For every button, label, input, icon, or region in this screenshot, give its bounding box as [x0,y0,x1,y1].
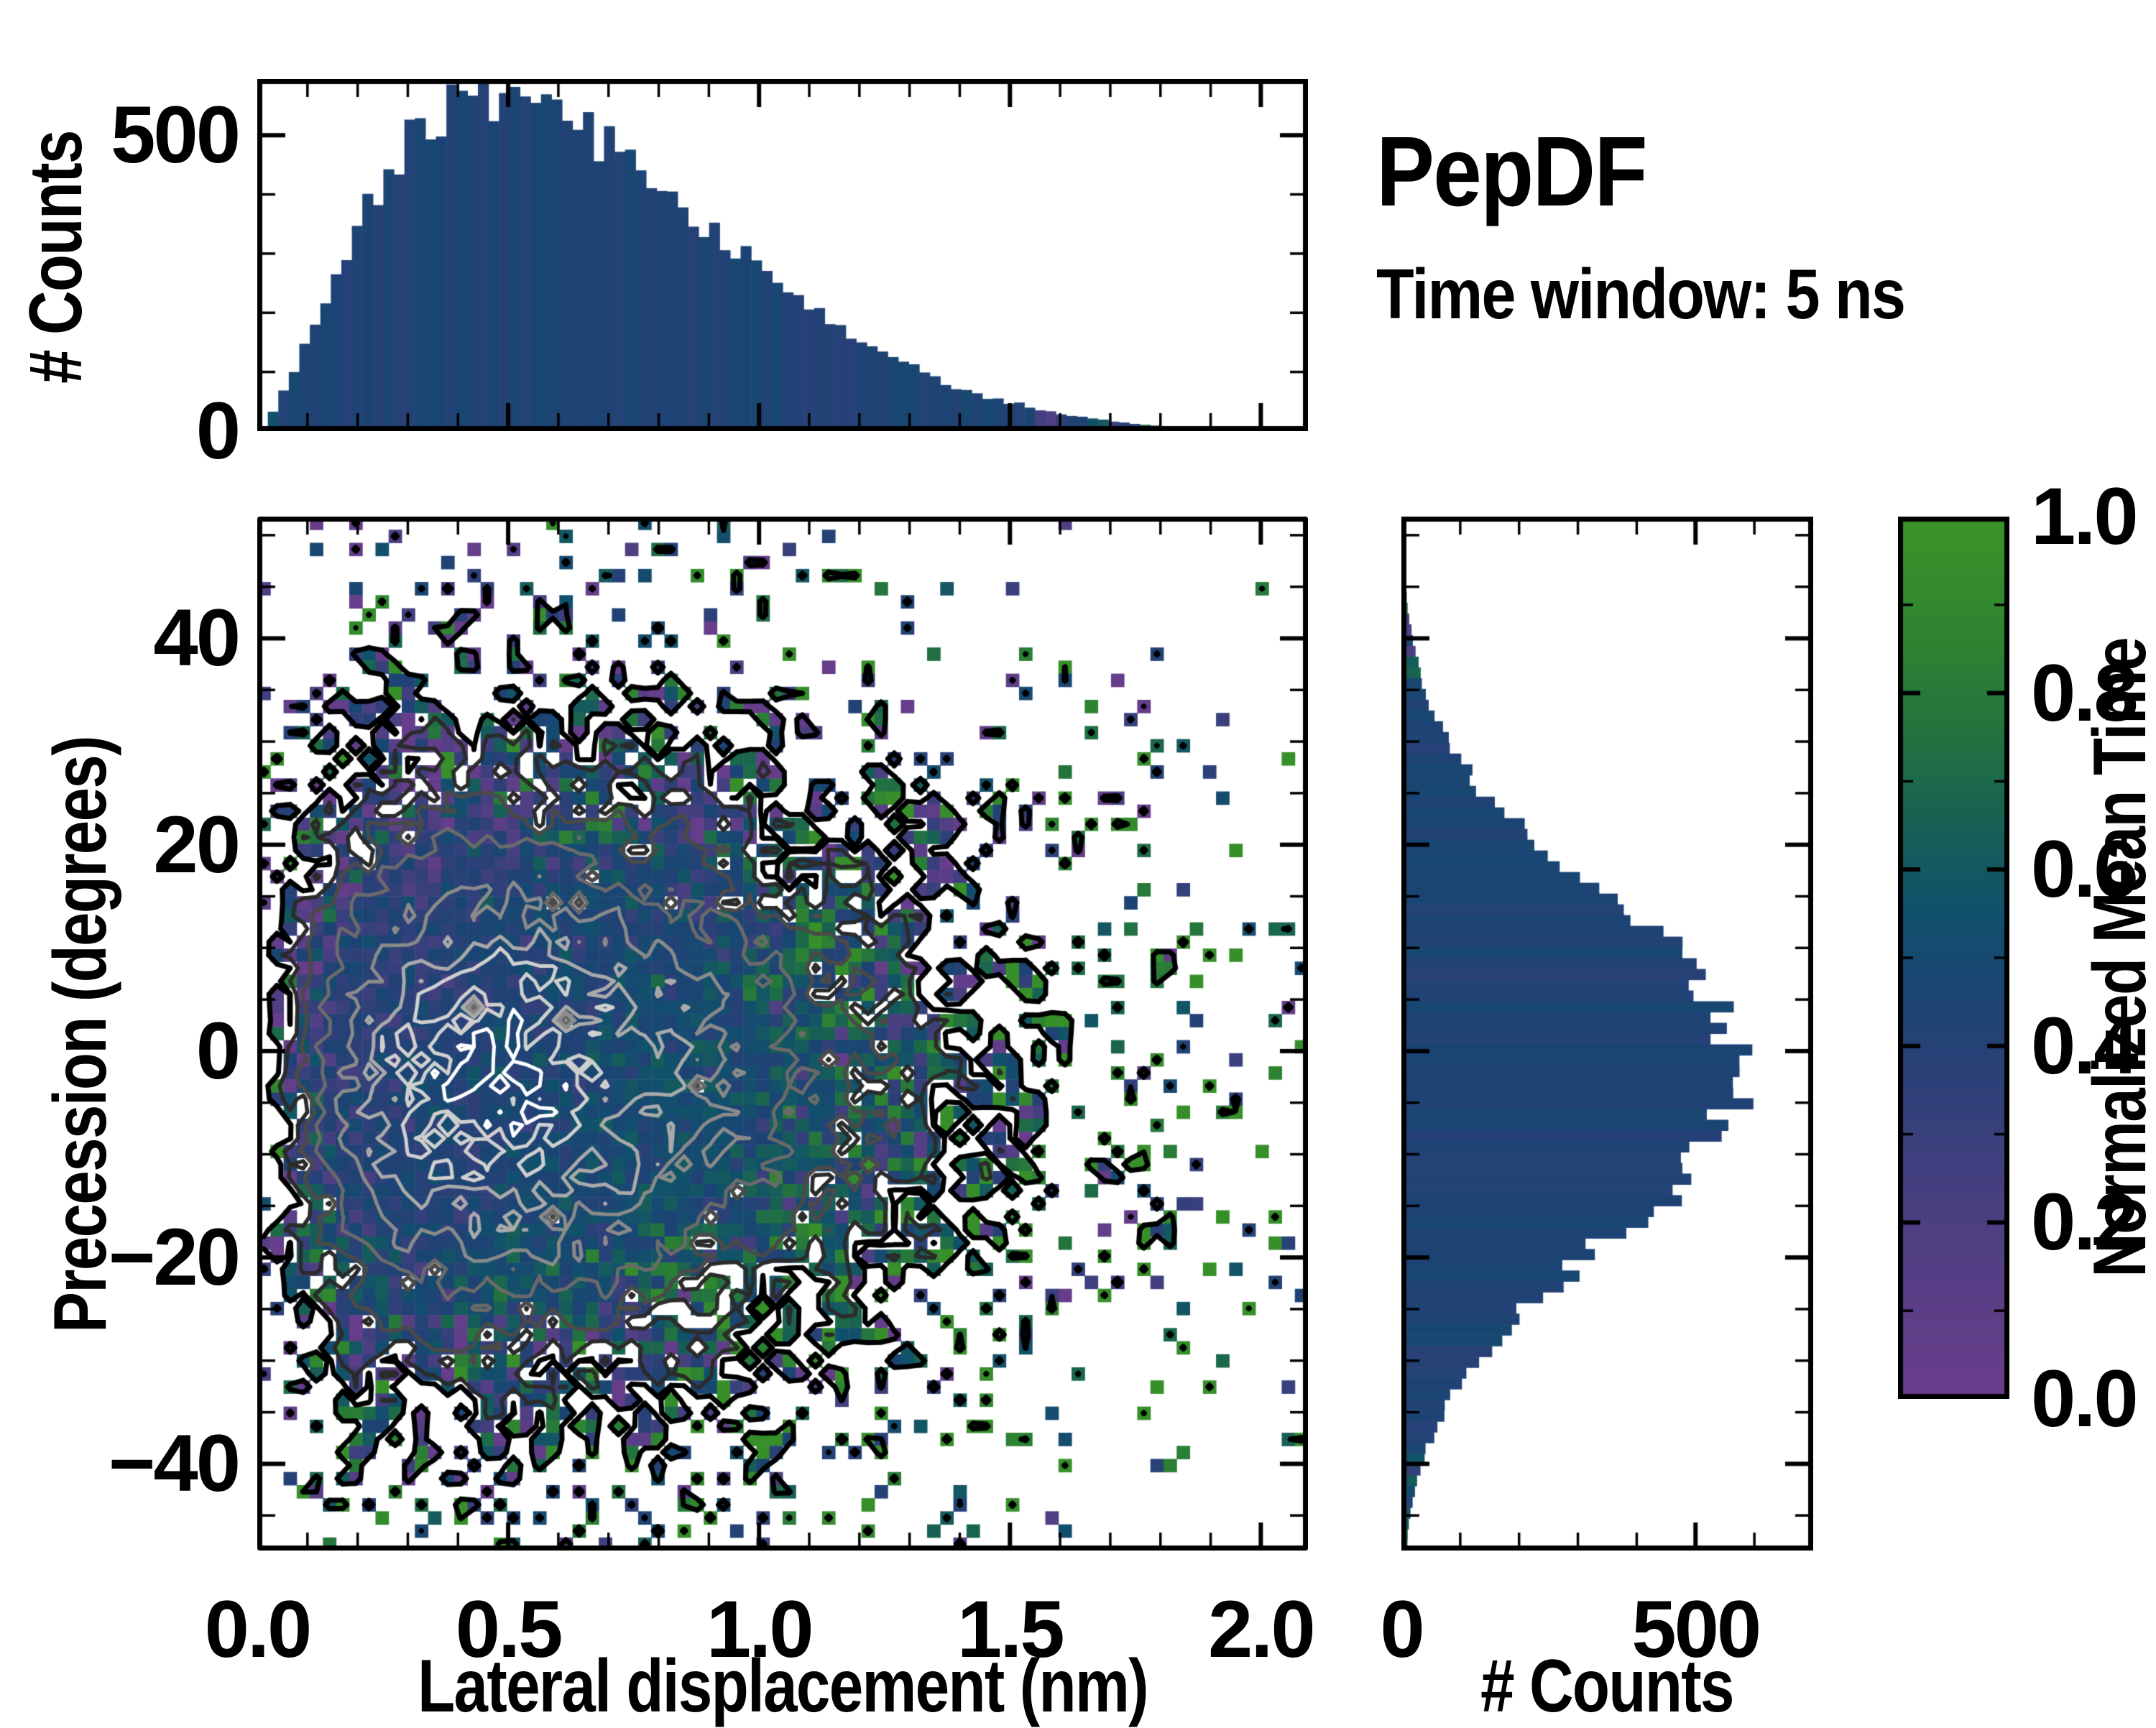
colorbar-tick-label: 0.6 [2031,824,2139,915]
figure-subtitle-text: Time window: 5 ns [1376,254,1906,333]
right-x-tick-label: 500 [1631,1584,1761,1674]
right-x-axis-label-text: # Counts [1480,1645,1734,1728]
top-y-axis-label: # Counts [14,103,98,412]
figure-title-text: PepDF [1376,116,1648,227]
colorbar-tick-label: 0.4 [2031,1000,2139,1091]
top-histogram-canvas [257,79,1308,431]
colorbar-tick-label: 1.0 [2031,471,2139,561]
joint-heatmap-canvas [257,517,1308,1551]
main-y-tick-label: 0 [195,1005,241,1096]
colorbar-tick-label: 0.0 [2031,1354,2139,1443]
main-y-tick-label: 20 [153,799,241,890]
main-y-tick-label: 40 [153,593,241,683]
top-y-tick-label: 500 [111,90,241,180]
main-x-tick-label: 0.5 [455,1584,563,1674]
right-x-axis-label: # Counts [1453,1649,1761,1724]
main-x-tick-label: 1.0 [706,1584,814,1674]
main-y-axis-label: Precession (degrees) [39,671,122,1398]
figure-title: PepDF [1376,122,1683,221]
main-y-tick-label: −40 [109,1418,241,1509]
main-x-axis-label-text: Lateral displacement (nm) [418,1645,1148,1728]
main-y-tick-label: −20 [109,1212,241,1303]
top-y-tick-label: 0 [195,386,241,476]
colorbar-canvas [1898,517,2009,1399]
colorbar-tick-label: 0.8 [2031,647,2139,738]
main-x-tick-label: 1.5 [957,1584,1065,1674]
main-y-axis-label-text: Precession (degrees) [39,736,122,1333]
main-x-tick-label: 0.0 [204,1584,313,1674]
main-x-axis-label: Lateral displacement (nm) [338,1649,1228,1724]
colorbar-tick-label: 0.2 [2031,1177,2139,1267]
main-x-tick-label: 2.0 [1208,1584,1316,1674]
figure-subtitle: Time window: 5 ns [1376,259,1976,329]
right-x-tick-label: 0 [1380,1584,1424,1674]
right-histogram-canvas [1401,517,1813,1551]
top-y-axis-label-text: # Counts [14,131,98,384]
